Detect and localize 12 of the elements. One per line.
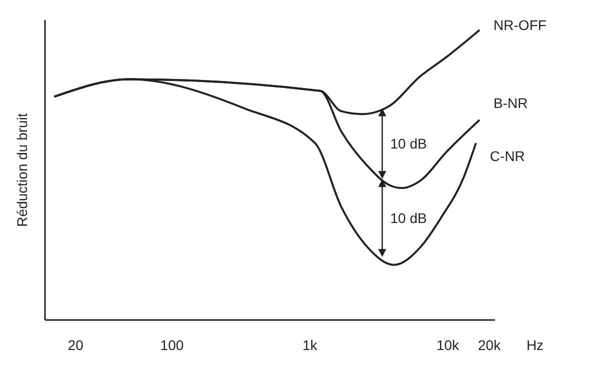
x-tick-label: 10k (436, 337, 460, 353)
series-label: NR-OFF (494, 17, 546, 33)
series-label: B-NR (494, 94, 528, 111)
annotation: 10 dB (390, 136, 427, 152)
x-tick-label: 20k (478, 337, 502, 353)
y-axis-title: Réduction du bruit (14, 113, 30, 227)
x-tick-label: 100 (160, 337, 184, 353)
series-label: C-NR (490, 148, 525, 164)
x-tick-label: 20 (68, 337, 84, 353)
x-tick-label: 1k (302, 337, 318, 353)
annotation: 10 dB (390, 210, 427, 226)
x-axis-title: Hz (526, 337, 544, 353)
